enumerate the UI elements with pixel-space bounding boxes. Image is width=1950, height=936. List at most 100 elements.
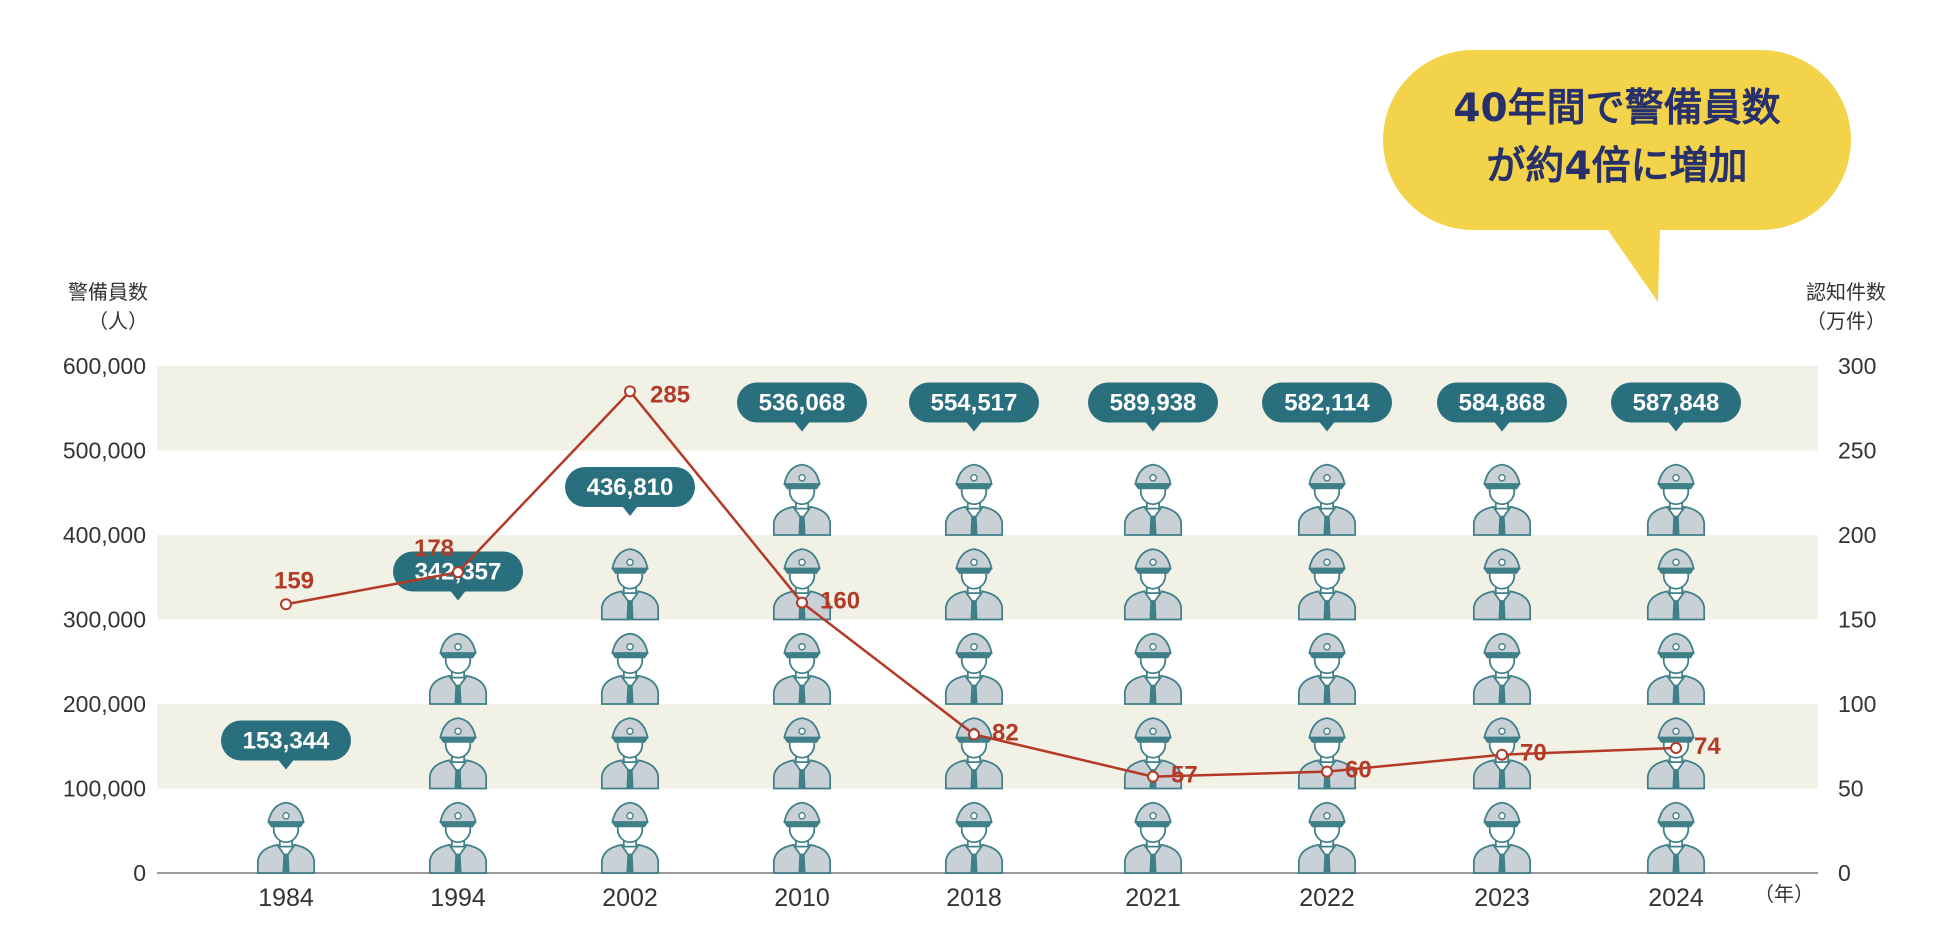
guard-cap-brim xyxy=(611,568,649,574)
guard-tie xyxy=(454,769,462,789)
left-axis-title-line2: （人） xyxy=(88,309,148,333)
guard-tie xyxy=(970,853,978,873)
guard-cap-badge xyxy=(1498,727,1506,736)
value-bubble xyxy=(1437,382,1567,423)
value-bubble-pointer xyxy=(278,759,294,770)
right-tick-label: 100 xyxy=(1838,691,1876,717)
guard-tie xyxy=(626,684,634,704)
guard-icon xyxy=(1472,463,1532,536)
crime-point xyxy=(1147,770,1159,783)
guard-cap-badge xyxy=(970,474,978,482)
guard-tie xyxy=(1323,600,1331,620)
guard-icon xyxy=(600,717,660,790)
guard-tie xyxy=(454,853,462,873)
guard-tie xyxy=(798,515,806,535)
guard-cap-badge xyxy=(1323,812,1331,820)
guard-cap-badge xyxy=(1672,474,1680,482)
guard-icon xyxy=(944,548,1004,621)
crime-label: 285 xyxy=(650,381,690,408)
right-axis-title-line1: 認知件数 xyxy=(1806,280,1886,304)
guard-count-label: 587,848 xyxy=(1633,390,1720,417)
right-tick-label: 0 xyxy=(1838,860,1851,886)
guard-cap-badge xyxy=(1149,558,1157,567)
guard-icon xyxy=(1297,801,1357,874)
guard-tie xyxy=(1498,684,1506,704)
guard-cap-badge xyxy=(1498,812,1506,820)
guard-icon xyxy=(1472,717,1532,790)
crime-label: 178 xyxy=(414,535,454,562)
guard-cap-brim xyxy=(439,821,477,828)
x-tick-label: 2024 xyxy=(1648,884,1704,912)
guard-cap-brim xyxy=(1308,737,1346,743)
guard-cap-brim xyxy=(783,821,821,828)
guard-tie xyxy=(1323,515,1331,535)
guard-icon xyxy=(1123,632,1183,705)
guard-cap-badge xyxy=(626,812,634,820)
guard-tie xyxy=(1498,769,1506,789)
right-tick-label: 300 xyxy=(1838,353,1876,379)
guard-count-label: 536,068 xyxy=(759,390,846,417)
guard-cap-badge xyxy=(798,474,806,482)
crime-label: 160 xyxy=(820,588,860,615)
guard-tie xyxy=(798,769,806,789)
guard-cap-badge xyxy=(798,558,806,567)
guard-cap-badge xyxy=(454,812,462,820)
guard-icon xyxy=(600,801,660,874)
guard-cap-badge xyxy=(282,812,290,820)
value-bubble-pointer xyxy=(1145,421,1161,432)
guard-cap-badge xyxy=(454,727,462,736)
guard-cap-badge xyxy=(1323,643,1331,651)
crime-point xyxy=(452,566,464,579)
guard-icon xyxy=(1123,548,1183,621)
guard-icon xyxy=(1297,717,1357,790)
guard-count-label: 153,344 xyxy=(243,728,330,755)
x-tick-label: 2023 xyxy=(1474,884,1530,912)
guard-cap-brim xyxy=(955,568,993,574)
guard-icon xyxy=(1472,801,1532,874)
right-tick-label: 50 xyxy=(1838,776,1864,802)
guard-cap-badge xyxy=(1498,474,1506,482)
value-bubble-pointer xyxy=(622,506,638,516)
left-tick-label: 0 xyxy=(133,860,146,886)
guard-cap-badge xyxy=(1323,558,1331,567)
guard-cap-badge xyxy=(798,643,806,651)
guard-tie xyxy=(970,684,978,704)
crime-point xyxy=(1321,765,1333,778)
guard-cap-badge xyxy=(1498,558,1506,567)
guard-icon xyxy=(772,632,832,705)
guard-tie xyxy=(1498,853,1506,873)
crime-point xyxy=(968,728,980,741)
callout-bubble xyxy=(1383,50,1851,230)
x-axis-unit: （年） xyxy=(1754,882,1814,906)
left-axis-title-line1: 警備員数 xyxy=(68,280,148,304)
guard-cap-brim xyxy=(1308,652,1346,659)
guard-icon xyxy=(944,463,1004,536)
guard-icon xyxy=(256,801,316,874)
guard-icon xyxy=(944,801,1004,874)
x-tick-label: 2002 xyxy=(602,884,658,912)
guard-icon xyxy=(1297,632,1357,705)
guard-cap-brim xyxy=(783,737,821,743)
guard-tie xyxy=(1149,600,1157,620)
guard-icon xyxy=(600,548,660,621)
guard-cap-brim xyxy=(1134,821,1172,828)
guard-icon xyxy=(1297,463,1357,536)
guard-tie xyxy=(626,600,634,620)
guard-cap-brim xyxy=(1483,652,1521,659)
value-bubble xyxy=(737,382,867,423)
guard-tie xyxy=(1672,600,1680,620)
crime-label: 60 xyxy=(1345,757,1372,784)
guard-tie xyxy=(970,515,978,535)
guard-cap-badge xyxy=(1672,812,1680,820)
x-tick-label: 2010 xyxy=(774,884,830,912)
guard-icon xyxy=(772,463,832,536)
guard-cap-brim xyxy=(439,652,477,659)
guard-cap-brim xyxy=(1657,737,1695,743)
crime-label: 57 xyxy=(1171,762,1198,789)
guard-tie xyxy=(1672,515,1680,535)
guard-tie xyxy=(626,769,634,789)
guard-cap-badge xyxy=(1149,643,1157,651)
left-tick-label: 500,000 xyxy=(63,438,146,464)
guard-cap-brim xyxy=(1308,483,1346,490)
